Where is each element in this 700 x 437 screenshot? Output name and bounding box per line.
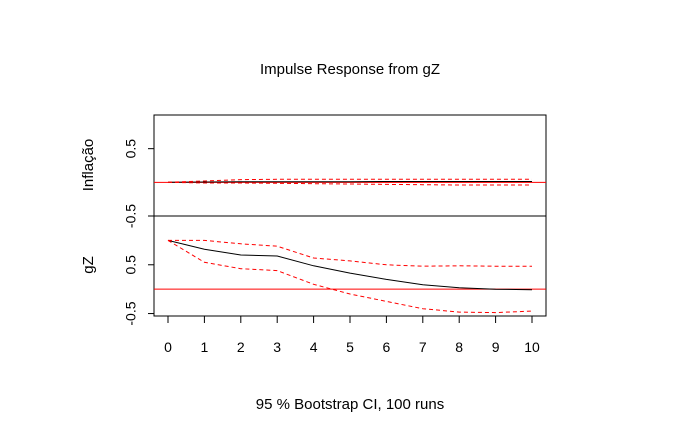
chart-title: Impulse Response from gZ <box>260 61 440 78</box>
panel-1-y-tick-label: -0.5 <box>123 204 139 228</box>
x-tick-label: 4 <box>310 339 318 355</box>
x-tick-label: 10 <box>524 339 540 355</box>
x-tick-label: 0 <box>164 339 172 355</box>
x-tick-label: 6 <box>383 339 391 355</box>
panel-1-ci-lower-line <box>167 181 532 186</box>
x-tick-label: 2 <box>237 339 245 355</box>
panel-2-ci-upper-line <box>168 239 532 267</box>
x-tick-label: 8 <box>455 339 463 355</box>
x-tick-label: 3 <box>273 339 281 355</box>
x-tick-label: 5 <box>346 339 354 355</box>
panel-1-response-line <box>167 181 532 183</box>
x-tick-label: 1 <box>201 339 209 355</box>
panel-2-response-line <box>167 239 533 291</box>
panel-2-frame <box>153 215 547 317</box>
plot-area: -0.5 0.5 -0.5 0.5 0 1 2 3 4 5 6 7 8 9 10 <box>123 114 547 355</box>
panel-2-y-label: gZ <box>80 256 97 274</box>
x-axis-label: 95 % Bootstrap CI, 100 runs <box>256 396 444 413</box>
panel-1-ci-upper-line <box>167 178 532 183</box>
x-tick-label: 7 <box>419 339 427 355</box>
panel-1-frame <box>153 114 547 217</box>
panel-1-y-label: Inflação <box>80 139 97 192</box>
panel-1-y-tick-label: 0.5 <box>123 139 139 159</box>
panel-2-ci-lower-line <box>167 239 533 314</box>
panel-2-y-tick-label: 0.5 <box>123 255 139 275</box>
x-tick-label: 9 <box>492 339 500 355</box>
panel-2-y-tick-label: -0.5 <box>123 301 139 325</box>
